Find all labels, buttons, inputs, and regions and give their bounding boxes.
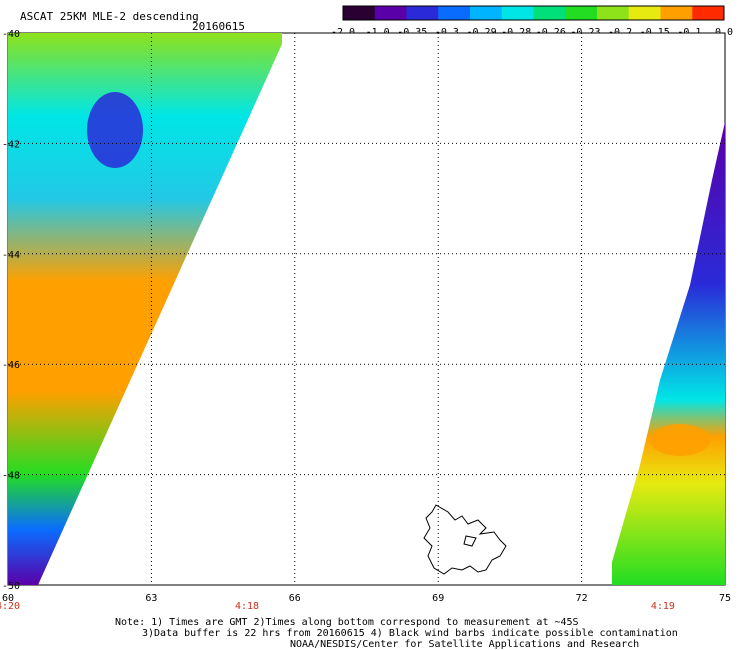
note-line-3: NOAA/NESDIS/Center for Satellite Applica… (290, 639, 639, 650)
pass-time-label: 4:19 (651, 601, 675, 612)
data-swaths (8, 33, 725, 585)
x-tick-label: 72 (576, 593, 588, 604)
y-tick-label: -40 (2, 29, 20, 40)
colorbar-swatch (597, 6, 630, 20)
y-tick-label: -42 (2, 139, 20, 150)
colorbar-swatch (374, 6, 407, 20)
x-tick-label: 66 (289, 593, 301, 604)
x-tick-label: 75 (719, 593, 731, 604)
y-tick-label: -44 (2, 250, 20, 261)
y-tick-label: -48 (2, 471, 20, 482)
colorbar-swatch (660, 6, 693, 20)
y-axis-ticks: -40 -42 -44 -46 -48 -50 (2, 29, 20, 592)
colorbar-border (342, 5, 725, 21)
colorbar-swatch (406, 6, 439, 20)
colorbar-swatch (565, 6, 598, 20)
pass-time-label: 4:18 (235, 601, 259, 612)
swath-west-low-patch (87, 92, 143, 168)
note-line-1: Note: 1) Times are GMT 2)Times along bot… (115, 617, 579, 628)
x-tick-label: 60 (2, 593, 14, 604)
pass-time-label: 4:20 (0, 601, 20, 612)
swath-east (612, 122, 725, 585)
y-tick-label: -46 (2, 360, 20, 371)
swath-west (8, 33, 282, 585)
colorbar-swatch (470, 6, 503, 20)
note-line-2: 3)Data buffer is 22 hrs from 20160615 4)… (142, 628, 678, 639)
colorbar-swatch (533, 6, 566, 20)
chart-date: 20160615 (192, 20, 245, 33)
swath-east-orange-patch (650, 424, 710, 456)
gridlines (8, 33, 725, 585)
colorbar-swatch (343, 6, 376, 20)
island-outline (423, 504, 507, 575)
colorbar-swatch (438, 6, 471, 20)
x-tick-label: 69 (432, 593, 444, 604)
y-tick-label: -50 (2, 581, 20, 592)
colorbar-swatch (692, 6, 725, 20)
x-tick-label: 63 (145, 593, 157, 604)
pass-times: 4:20 4:18 4:19 (0, 601, 675, 612)
chart-title: ASCAT 25KM MLE-2 descending (20, 10, 199, 23)
x-axis-ticks: 60 63 66 69 72 75 (2, 593, 731, 604)
colorbar-swatch (628, 6, 661, 20)
colorbar-swatch (501, 6, 534, 20)
